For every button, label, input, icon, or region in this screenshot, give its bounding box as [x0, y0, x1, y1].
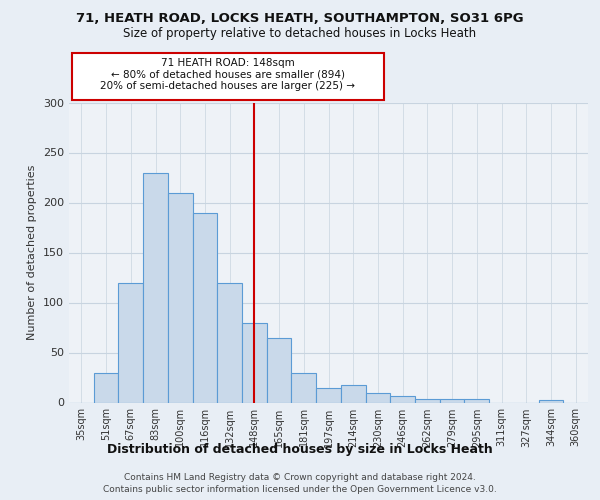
- Text: Contains HM Land Registry data © Crown copyright and database right 2024.: Contains HM Land Registry data © Crown c…: [124, 472, 476, 482]
- Bar: [464, 398, 489, 402]
- Bar: [415, 398, 440, 402]
- Text: 71 HEATH ROAD: 148sqm
← 80% of detached houses are smaller (894)
20% of semi-det: 71 HEATH ROAD: 148sqm ← 80% of detached …: [101, 58, 355, 90]
- Bar: [390, 396, 415, 402]
- Bar: [341, 384, 365, 402]
- Bar: [440, 398, 464, 402]
- Text: Size of property relative to detached houses in Locks Heath: Size of property relative to detached ho…: [124, 28, 476, 40]
- Text: 71, HEATH ROAD, LOCKS HEATH, SOUTHAMPTON, SO31 6PG: 71, HEATH ROAD, LOCKS HEATH, SOUTHAMPTON…: [76, 12, 524, 26]
- Bar: [217, 282, 242, 403]
- Bar: [539, 400, 563, 402]
- Bar: [193, 212, 217, 402]
- Bar: [267, 338, 292, 402]
- Y-axis label: Number of detached properties: Number of detached properties: [28, 165, 37, 340]
- Bar: [94, 372, 118, 402]
- Text: Contains public sector information licensed under the Open Government Licence v3: Contains public sector information licen…: [103, 485, 497, 494]
- Bar: [143, 172, 168, 402]
- Bar: [242, 322, 267, 402]
- Text: Distribution of detached houses by size in Locks Heath: Distribution of detached houses by size …: [107, 442, 493, 456]
- Bar: [118, 282, 143, 403]
- Bar: [365, 392, 390, 402]
- Bar: [168, 192, 193, 402]
- Bar: [316, 388, 341, 402]
- Bar: [292, 372, 316, 402]
